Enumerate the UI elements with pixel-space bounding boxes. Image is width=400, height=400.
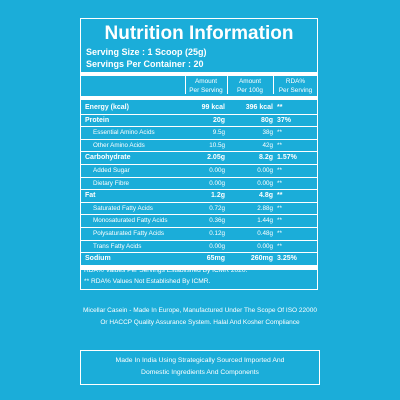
row-per-100g: 42g xyxy=(262,141,273,149)
table-row: Other Amino Acids 10.5g 42g ** xyxy=(81,140,317,153)
table-row: Added Sugar 0.00g 0.00g ** xyxy=(81,165,317,178)
row-rda: ** xyxy=(277,192,283,200)
column-divider xyxy=(185,76,186,94)
row-divider xyxy=(81,163,317,165)
row-divider xyxy=(81,214,317,216)
row-divider xyxy=(81,151,317,153)
row-label: Trans Fatty Acids xyxy=(93,242,142,250)
row-rda: 1.57% xyxy=(277,154,297,162)
row-rda: ** xyxy=(277,242,282,250)
row-label: Monosaturated Fatty Acids xyxy=(93,217,168,225)
row-rda: 37% xyxy=(277,116,292,124)
row-rda: ** xyxy=(277,104,283,111)
col-header-per-serving: Amount Per Serving xyxy=(189,78,223,94)
product-description: Micellar Casein - Made In Europe, Manufa… xyxy=(40,305,360,329)
row-per-100g: 0.00g xyxy=(257,242,273,250)
row-divider xyxy=(81,252,317,254)
footnote-not-established: ** RDA% Values Not Established By ICMR. xyxy=(84,278,211,285)
row-per-serving: 0.72g xyxy=(209,204,225,212)
row-rda: ** xyxy=(277,167,282,174)
table-bottom-rule xyxy=(81,266,317,270)
row-per-serving: 0.00g xyxy=(209,242,225,250)
row-per-100g: 396 kcal xyxy=(245,104,273,111)
row-per-100g: 38g xyxy=(262,129,273,137)
row-per-serving: 0.00g xyxy=(209,179,225,187)
row-label: Essential Amino Acids xyxy=(93,129,155,137)
row-rda: ** xyxy=(277,204,282,212)
row-divider xyxy=(81,176,317,178)
row-per-serving: 65mg xyxy=(206,255,225,263)
row-per-serving: 0.12g xyxy=(209,230,225,237)
header-rule xyxy=(81,72,317,76)
row-per-serving: 2.05g xyxy=(207,154,225,162)
table-row: Energy (kcal) 99 kcal 396 kcal ** xyxy=(81,102,317,115)
row-label: Dietary Fibre xyxy=(93,179,130,187)
row-per-100g: 8.2g xyxy=(258,154,273,162)
row-per-100g: 1.44g xyxy=(257,217,273,225)
row-label: Polysaturated Fatty Acids xyxy=(93,230,165,237)
row-per-serving: 99 kcal xyxy=(201,104,225,111)
nutrition-panel: Nutrition Information Serving Size : 1 S… xyxy=(80,18,318,290)
row-per-100g: 80g xyxy=(260,116,273,124)
panel-title: Nutrition Information xyxy=(104,23,294,44)
row-per-100g: 2.88g xyxy=(257,204,273,212)
table-row: Carbohydrate 2.05g 8.2g 1.57% xyxy=(81,152,317,165)
servings-per-container: Servings Per Container : 20 xyxy=(86,59,204,69)
table-row: Protein 20g 80g 37% xyxy=(81,115,317,128)
row-divider xyxy=(81,138,317,140)
row-per-100g: 4.8g xyxy=(258,192,273,200)
description-line: Micellar Casein - Made In Europe, Manufa… xyxy=(82,307,317,314)
row-rda: ** xyxy=(277,179,282,187)
made-in-line: Domestic Ingredients And Components xyxy=(141,369,259,376)
row-rda: ** xyxy=(277,230,282,237)
row-divider xyxy=(81,113,317,115)
table-row: Fat 1.2g 4.8g ** xyxy=(81,190,317,203)
table-row: Sodium 65mg 260mg 3.25% xyxy=(81,253,317,266)
row-divider xyxy=(81,201,317,203)
row-divider xyxy=(81,126,317,128)
made-in-line: Made In India Using Strategically Source… xyxy=(115,357,285,364)
table-row: Essential Amino Acids 9.5g 38g ** xyxy=(81,127,317,140)
row-per-serving: 9.5g xyxy=(212,129,225,137)
row-per-100g: 0.00g xyxy=(257,167,273,174)
row-per-serving: 0.36g xyxy=(209,217,225,225)
row-divider xyxy=(81,264,317,266)
table-row: Dietary Fibre 0.00g 0.00g ** xyxy=(81,178,317,191)
row-divider xyxy=(81,226,317,228)
description-line: Or HACCP Quality Assurance System. Halal… xyxy=(100,319,300,326)
row-per-100g: 260mg xyxy=(250,255,273,263)
row-label: Fat xyxy=(85,192,96,200)
row-per-serving: 1.2g xyxy=(210,192,225,200)
row-rda: 3.25% xyxy=(277,255,297,263)
row-label: Saturated Fatty Acids xyxy=(93,204,153,212)
col-header-rda: RDA% Per Serving xyxy=(278,78,313,94)
column-divider xyxy=(273,76,274,94)
row-per-100g: 0.00g xyxy=(257,179,273,187)
table-row: Trans Fatty Acids 0.00g 0.00g ** xyxy=(81,241,317,254)
row-label: Other Amino Acids xyxy=(93,141,145,149)
made-in-box: Made In India Using Strategically Source… xyxy=(80,350,320,385)
row-label: Sodium xyxy=(85,255,111,263)
table-row: Saturated Fatty Acids 0.72g 2.88g ** xyxy=(81,203,317,216)
row-label: Protein xyxy=(85,116,110,124)
row-label: Added Sugar xyxy=(93,167,130,174)
serving-size: Serving Size : 1 Scoop (25g) xyxy=(86,47,207,57)
table-row: Polysaturated Fatty Acids 0.12g 0.48g ** xyxy=(81,228,317,241)
row-divider xyxy=(81,189,317,191)
row-label: Carbohydrate xyxy=(85,154,131,162)
footnote-rda: RDA% Values Per Servings Established By … xyxy=(84,267,248,274)
row-rda: ** xyxy=(277,129,282,137)
row-per-serving: 20g xyxy=(212,116,225,124)
row-divider xyxy=(81,239,317,241)
row-per-serving: 0.00g xyxy=(209,167,225,174)
row-rda: ** xyxy=(277,141,282,149)
row-per-100g: 0.48g xyxy=(257,230,273,237)
row-per-serving: 10.5g xyxy=(209,141,225,149)
col-header-per-100g: Amount Per 100g xyxy=(237,78,263,94)
table-top-rule xyxy=(81,96,317,100)
row-rda: ** xyxy=(277,217,282,225)
row-label: Energy (kcal) xyxy=(85,104,129,111)
table-row: Monosaturated Fatty Acids 0.36g 1.44g ** xyxy=(81,215,317,228)
column-divider xyxy=(227,76,228,94)
